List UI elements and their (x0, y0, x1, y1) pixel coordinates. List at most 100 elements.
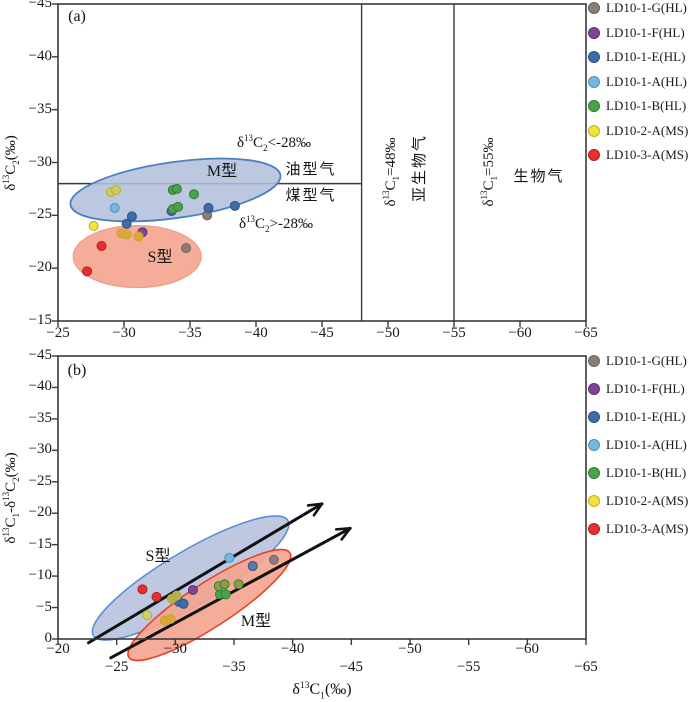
data-point-ld10-1-e (178, 598, 189, 609)
y-tick-label: −45 (28, 347, 52, 363)
data-point-ld10-1-g (268, 554, 279, 565)
y-tick-label: −15 (28, 312, 52, 328)
m-type-label-a: M型 (206, 163, 238, 181)
legend-marker-ld10-1-a (588, 75, 600, 88)
data-point-ld10-2-a (121, 229, 132, 240)
y-tick-label: −40 (28, 378, 52, 395)
data-point-ld10-3-a (96, 240, 107, 251)
data-point-ld10-1-b (220, 589, 231, 600)
x-tick-label: −25 (46, 325, 70, 341)
legend-marker-ld10-1-b (588, 467, 600, 479)
x-tick-label: −40 (244, 325, 268, 341)
legend-label: LD10-1-B(HL) (606, 98, 687, 113)
trend-arrow-upper-head (312, 502, 324, 517)
data-point-ld10-1-a (224, 552, 235, 563)
x-tick-label: −30 (163, 641, 188, 657)
legend-label: LD10-1-E(HL) (606, 409, 686, 424)
data-point-ld10-1-e (247, 561, 258, 572)
data-point-ld10-2-a (142, 610, 153, 621)
data-point-ld10-3-a (137, 584, 148, 595)
legend-label: LD10-3-A(MS) (606, 521, 689, 536)
legend-item-ld10-3-a-b: LD10-3-A(MS) (588, 519, 688, 539)
legend-marker-ld10-1-g (588, 355, 600, 367)
legend-label: LD10-1-G(HL) (606, 353, 687, 368)
legend-label: LD10-1-F(HL) (606, 24, 685, 40)
y-tick-label: −45 (28, 0, 52, 11)
data-point-ld10-1-e (203, 202, 214, 213)
legend-item-ld10-1-b-a: LD10-1-B(HL) (588, 96, 686, 116)
legend-label: LD10-2-A(MS) (606, 122, 689, 138)
legend-marker-ld10-1-f (588, 26, 600, 39)
s-type-label-b: S型 (145, 548, 171, 566)
legend-item-ld10-1-e-a: LD10-1-E(HL) (588, 47, 685, 67)
legend-item-ld10-2-a-a: LD10-2-A(MS) (588, 121, 688, 141)
y-tick-label: −40 (28, 47, 52, 64)
x-axis-title: δ13C1(‰) (292, 679, 352, 702)
data-point-ld10-1-a (109, 202, 120, 213)
y-tick-label: −35 (28, 100, 52, 117)
legend-label: LD10-3-A(MS) (606, 147, 689, 162)
data-point-ld10-1-e (121, 218, 132, 229)
data-point-ld10-1-b (219, 579, 230, 590)
legend-marker-ld10-1-g (588, 2, 600, 14)
x-tick-label: −35 (178, 325, 202, 341)
delta-c2-lt-28-label: δ13C2<-28‰ (236, 132, 312, 153)
x-tick-label: −60 (508, 325, 532, 341)
x-tick-label: −40 (280, 641, 305, 657)
s-type-ellipse-a (72, 224, 202, 289)
legend-marker-ld10-1-b (588, 100, 600, 112)
x-tick-label: −25 (104, 659, 129, 675)
legend-item-ld10-3-a-a: LD10-3-A(MS) (588, 145, 688, 165)
coal-type-gas-label: 煤型气 (285, 187, 337, 204)
x-tick-label: −55 (456, 659, 481, 675)
delta-c1-48-label: δ13C1=48‰ (380, 137, 401, 207)
x-tick-label: −20 (46, 641, 70, 657)
legend-label: LD10-1-F(HL) (606, 381, 685, 396)
panel-a-tag: (a) (68, 8, 86, 26)
data-point-ld10-1-g (181, 243, 192, 254)
legend-label: LD10-2-A(MS) (606, 493, 689, 508)
data-point-ld10-2-a (88, 220, 99, 231)
x-tick-label: −65 (574, 659, 598, 675)
x-tick-label: −55 (442, 325, 466, 341)
data-point-ld10-1-b (173, 201, 184, 212)
legend-marker-ld10-1-f (588, 383, 600, 395)
y-tick-label: 0 (44, 630, 53, 646)
legend-marker-ld10-2-a (588, 124, 600, 137)
legend-marker-ld10-1-e (588, 51, 600, 63)
data-point-ld10-1-e (126, 211, 137, 222)
legend-label: LD10-1-E(HL) (606, 49, 686, 64)
s-type-label-a: S型 (147, 249, 173, 267)
legend-item-ld10-1-f-a: LD10-1-F(HL) (588, 23, 685, 43)
y-tick-label: −10 (28, 567, 52, 584)
legend-item-ld10-2-a-b: LD10-2-A(MS) (588, 491, 688, 511)
trend-arrow-upper-head (306, 502, 324, 507)
x-tick-label: −35 (222, 659, 246, 675)
legend-label: LD10-1-A(HL) (606, 437, 687, 452)
biogenic-gas-label: 生物气 (513, 168, 565, 185)
legend-label: LD10-1-B(HL) (606, 465, 687, 480)
trend-arrow-lower-head (334, 527, 352, 531)
legend-item-ld10-1-f-b: LD10-1-F(HL) (588, 379, 685, 399)
y-tick-label: −25 (28, 206, 52, 223)
x-tick-label: −45 (339, 659, 364, 675)
sub-biogenic-gas-label: 亚生物气 (411, 133, 428, 203)
y-tick-label: −20 (28, 259, 52, 276)
data-point-ld10-1-b (233, 579, 244, 590)
data-point-ld10-2-a (171, 590, 182, 601)
delta-c2-gt-28-label: δ13C2>-28‰ (238, 213, 314, 234)
legend-marker-ld10-1-e (588, 411, 600, 423)
legend-item-ld10-1-e-b: LD10-1-E(HL) (588, 407, 685, 427)
legend-marker-ld10-3-a (588, 523, 600, 535)
panel-b-tag: (b) (67, 362, 87, 380)
x-tick-label: −30 (112, 325, 136, 341)
panel-b-y-axis-title: δ13C1-δ13C2(‰) (0, 452, 21, 544)
y-tick-label: −20 (28, 504, 52, 521)
data-point-ld10-1-f (187, 584, 198, 595)
y-tick-label: −35 (28, 409, 52, 426)
legend-item-ld10-1-g-a: LD10-1-G(HL) (588, 0, 687, 18)
legend-item-ld10-1-a-a: LD10-1-A(HL) (588, 72, 687, 92)
legend-marker-ld10-3-a (588, 149, 600, 161)
